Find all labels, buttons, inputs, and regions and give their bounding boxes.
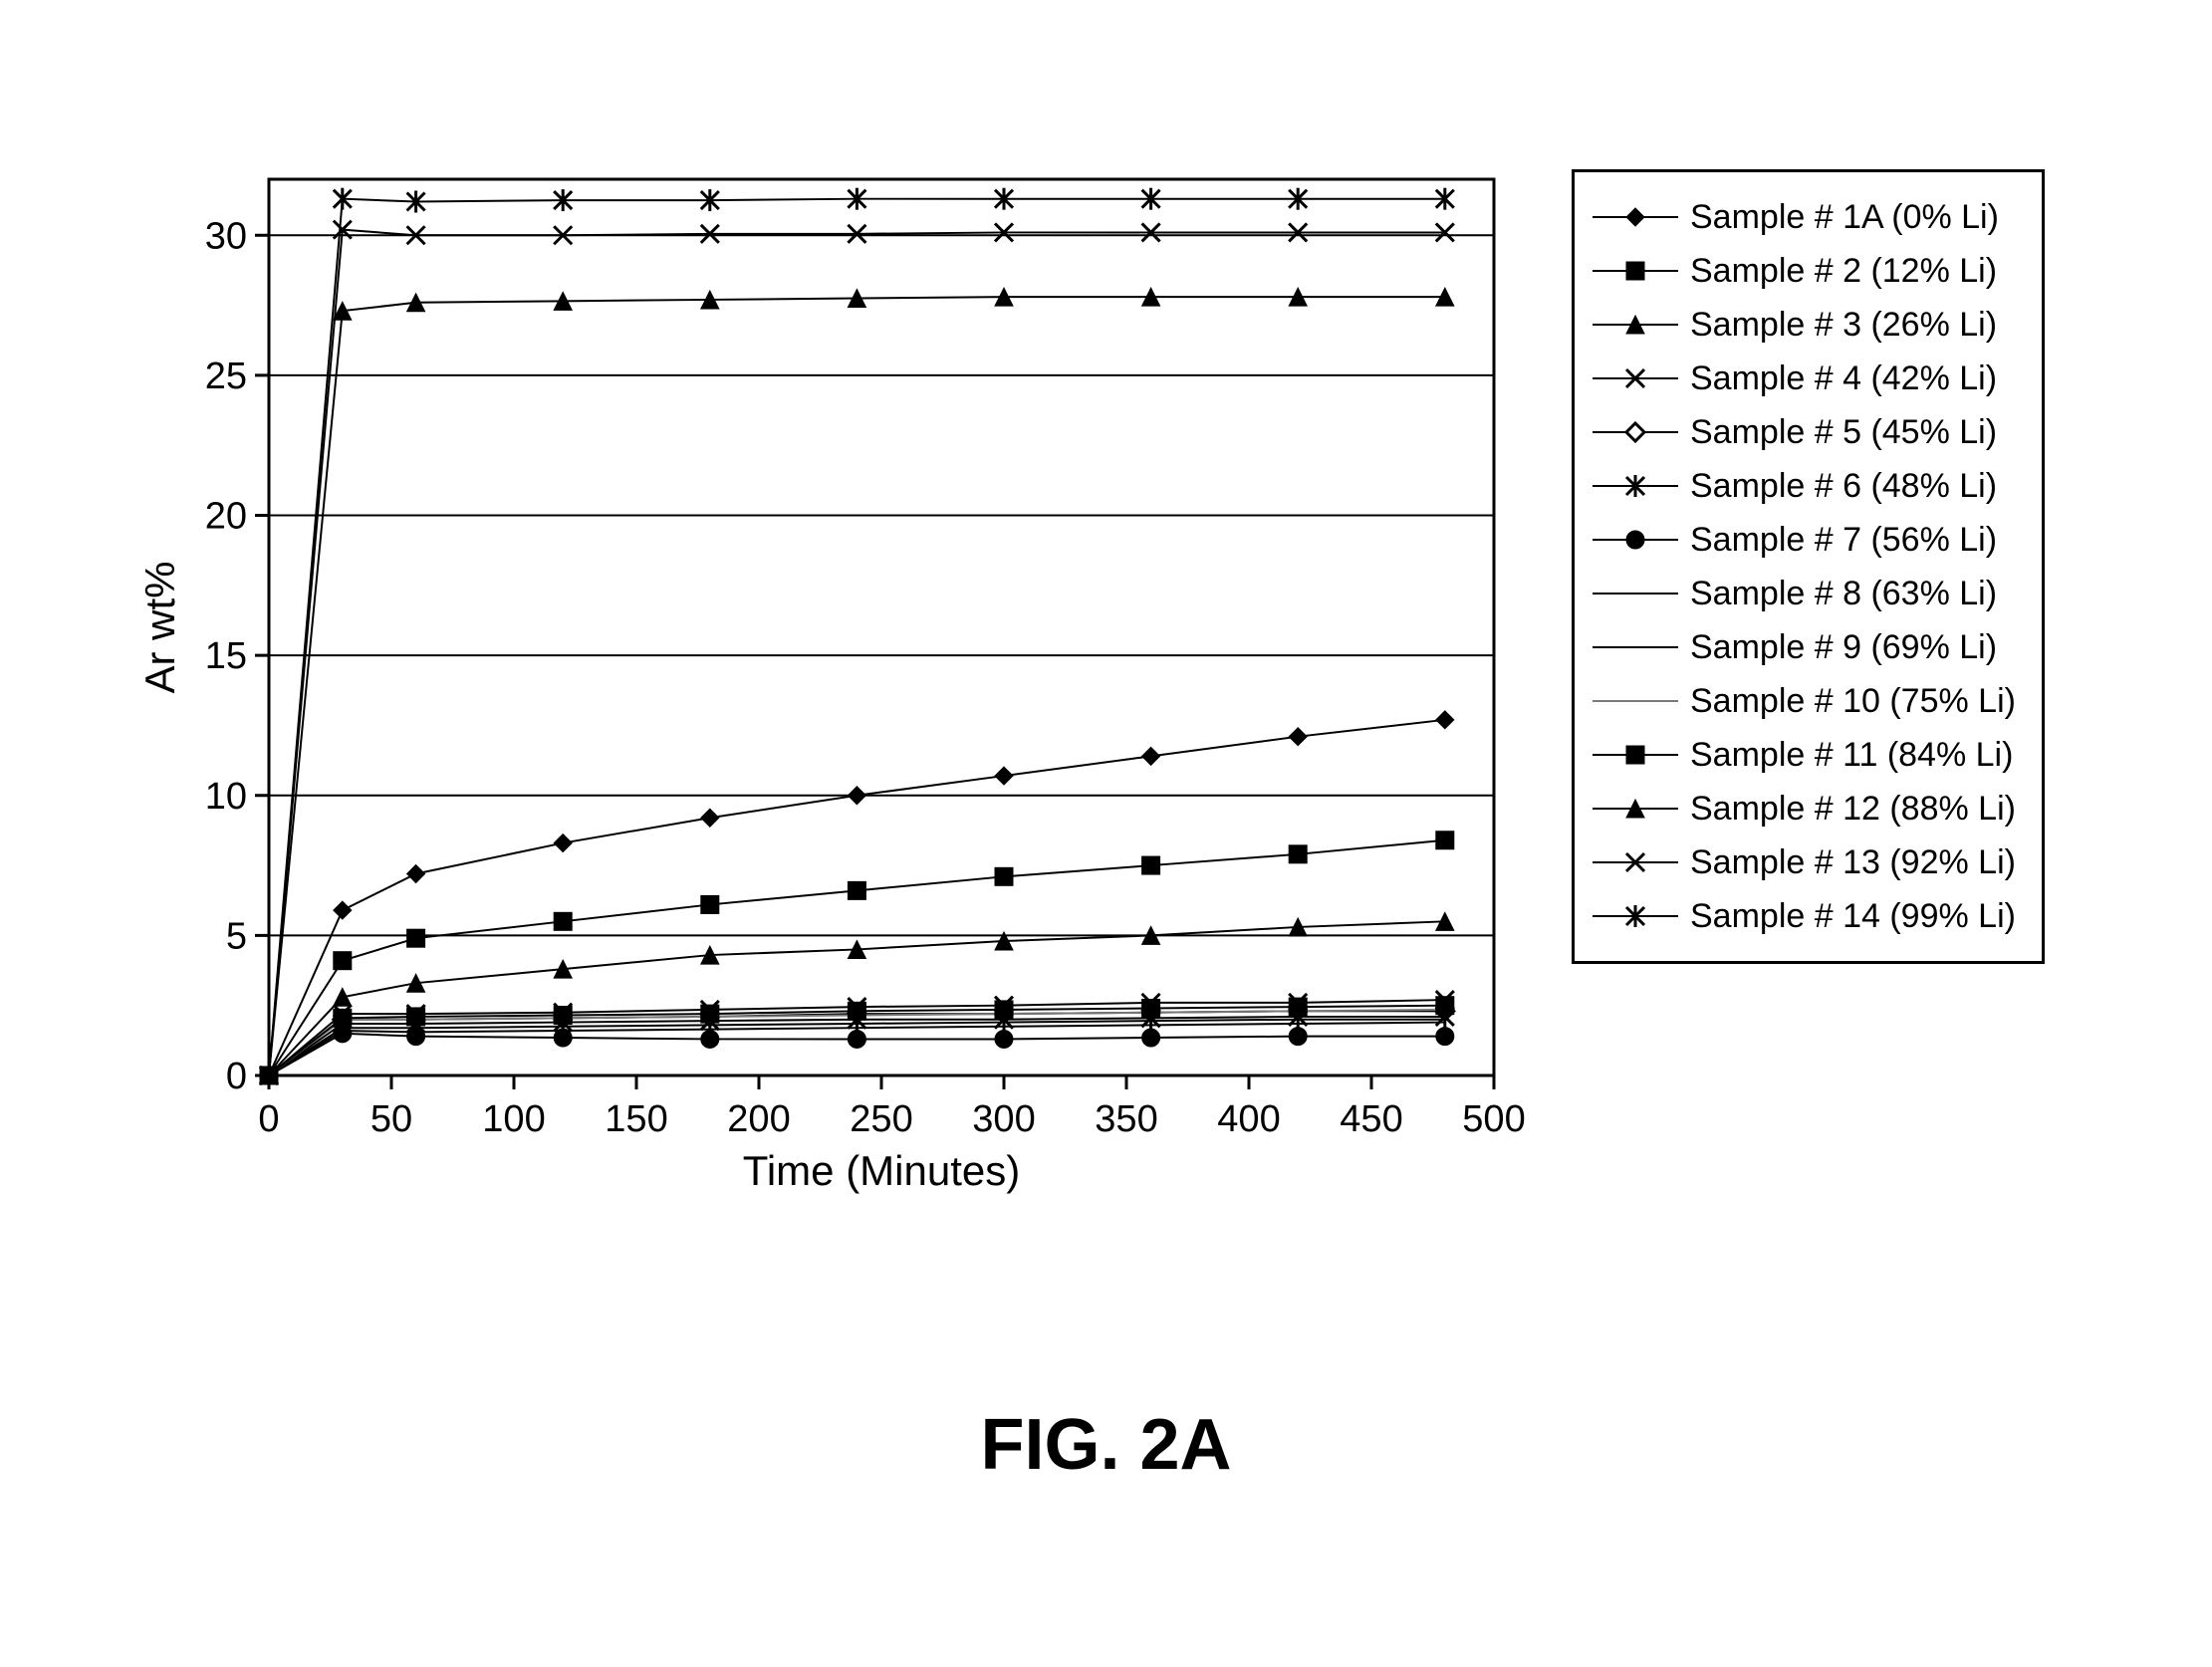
figure-page: 0510152025300501001502002503003504004505… xyxy=(0,0,2212,1667)
legend-label: Sample # 13 (92% Li) xyxy=(1690,843,2016,882)
legend-item: Sample # 7 (56% Li) xyxy=(1591,513,2016,567)
chart-container: 0510152025300501001502002503003504004505… xyxy=(129,159,1534,1210)
legend-swatch xyxy=(1591,202,1680,232)
svg-text:500: 500 xyxy=(1462,1098,1525,1140)
svg-text:300: 300 xyxy=(972,1098,1035,1140)
legend-label: Sample # 5 (45% Li) xyxy=(1690,413,1997,452)
legend-swatch xyxy=(1591,256,1680,286)
svg-text:Time (Minutes): Time (Minutes) xyxy=(743,1147,1020,1194)
svg-text:50: 50 xyxy=(370,1098,412,1140)
svg-text:10: 10 xyxy=(205,776,247,818)
legend-swatch xyxy=(1591,310,1680,340)
legend-swatch xyxy=(1591,901,1680,931)
svg-text:200: 200 xyxy=(727,1098,790,1140)
legend-label: Sample # 3 (26% Li) xyxy=(1690,306,1997,345)
legend-item: Sample # 6 (48% Li) xyxy=(1591,459,2016,513)
legend-swatch xyxy=(1591,794,1680,824)
line-chart: 0510152025300501001502002503003504004505… xyxy=(129,159,1534,1205)
legend-item: Sample # 9 (69% Li) xyxy=(1591,620,2016,674)
svg-text:5: 5 xyxy=(226,915,247,957)
legend-swatch xyxy=(1591,417,1680,447)
svg-text:20: 20 xyxy=(205,496,247,538)
legend-swatch xyxy=(1591,525,1680,555)
svg-text:150: 150 xyxy=(605,1098,667,1140)
legend-label: Sample # 12 (88% Li) xyxy=(1690,790,2016,829)
legend-swatch xyxy=(1591,471,1680,501)
legend-label: Sample # 9 (69% Li) xyxy=(1690,628,1997,667)
legend-item: Sample # 4 (42% Li) xyxy=(1591,352,2016,405)
legend-item: Sample # 11 (84% Li) xyxy=(1591,728,2016,782)
svg-text:15: 15 xyxy=(205,635,247,677)
svg-text:30: 30 xyxy=(205,215,247,257)
legend-label: Sample # 14 (99% Li) xyxy=(1690,897,2016,936)
legend-label: Sample # 1A (0% Li) xyxy=(1690,198,1999,237)
legend-swatch xyxy=(1591,740,1680,770)
legend-swatch xyxy=(1591,632,1680,662)
legend-item: Sample # 5 (45% Li) xyxy=(1591,405,2016,459)
svg-text:0: 0 xyxy=(226,1056,247,1097)
legend-item: Sample # 10 (75% Li) xyxy=(1591,674,2016,728)
legend-swatch xyxy=(1591,847,1680,877)
legend-label: Sample # 6 (48% Li) xyxy=(1690,467,1997,506)
legend-label: Sample # 4 (42% Li) xyxy=(1690,359,1997,398)
svg-text:250: 250 xyxy=(850,1098,912,1140)
svg-text:400: 400 xyxy=(1217,1098,1280,1140)
legend-item: Sample # 14 (99% Li) xyxy=(1591,889,2016,943)
svg-text:350: 350 xyxy=(1095,1098,1157,1140)
legend: Sample # 1A (0% Li) Sample # 2 (12% Li) Sa… xyxy=(1572,169,2045,964)
legend-swatch xyxy=(1591,363,1680,393)
svg-text:100: 100 xyxy=(482,1098,545,1140)
legend-label: Sample # 7 (56% Li) xyxy=(1690,521,1997,560)
legend-item: Sample # 13 (92% Li) xyxy=(1591,835,2016,889)
svg-text:25: 25 xyxy=(205,356,247,397)
legend-item: Sample # 12 (88% Li) xyxy=(1591,782,2016,835)
legend-item: Sample # 8 (63% Li) xyxy=(1591,567,2016,620)
figure-caption: FIG. 2A xyxy=(0,1404,2212,1486)
legend-item: Sample # 3 (26% Li) xyxy=(1591,298,2016,352)
legend-label: Sample # 10 (75% Li) xyxy=(1690,682,2016,721)
legend-label: Sample # 8 (63% Li) xyxy=(1690,575,1997,613)
legend-swatch xyxy=(1591,579,1680,608)
legend-label: Sample # 11 (84% Li) xyxy=(1690,736,2013,775)
legend-item: Sample # 1A (0% Li) xyxy=(1591,190,2016,244)
svg-text:450: 450 xyxy=(1340,1098,1402,1140)
svg-text:0: 0 xyxy=(258,1098,279,1140)
figure-layout: 0510152025300501001502002503003504004505… xyxy=(129,159,2045,1210)
svg-text:Ar wt%: Ar wt% xyxy=(136,561,183,693)
legend-item: Sample # 2 (12% Li) xyxy=(1591,244,2016,298)
legend-swatch xyxy=(1591,686,1680,716)
legend-label: Sample # 2 (12% Li) xyxy=(1690,252,1997,291)
